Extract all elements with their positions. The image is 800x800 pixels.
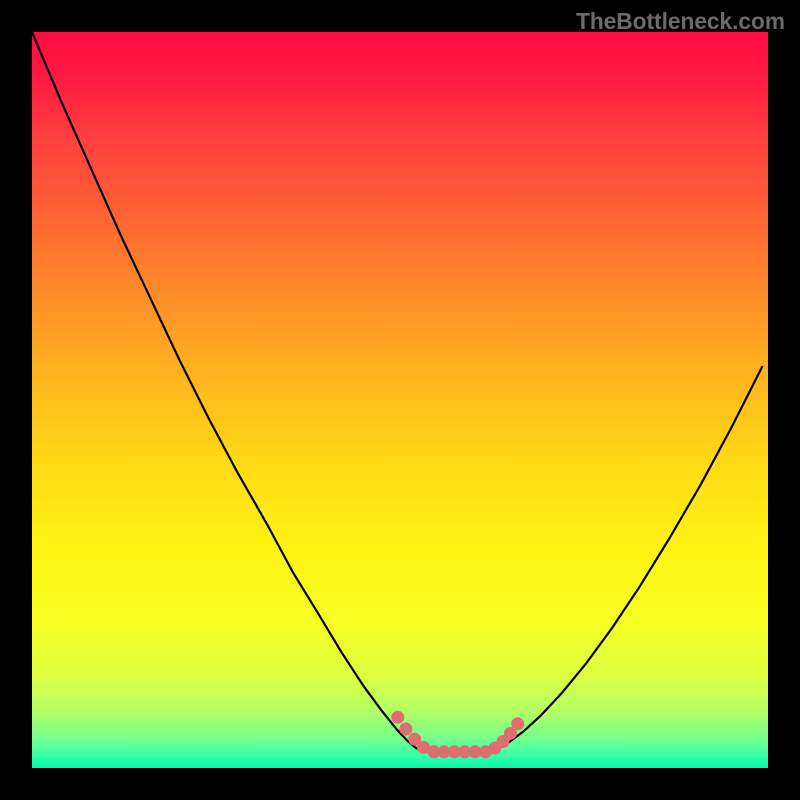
plot-area [32,32,768,768]
watermark-text: TheBottleneck.com [576,8,785,35]
canvas-root: TheBottleneck.com [0,0,800,800]
gradient-background [32,32,768,768]
